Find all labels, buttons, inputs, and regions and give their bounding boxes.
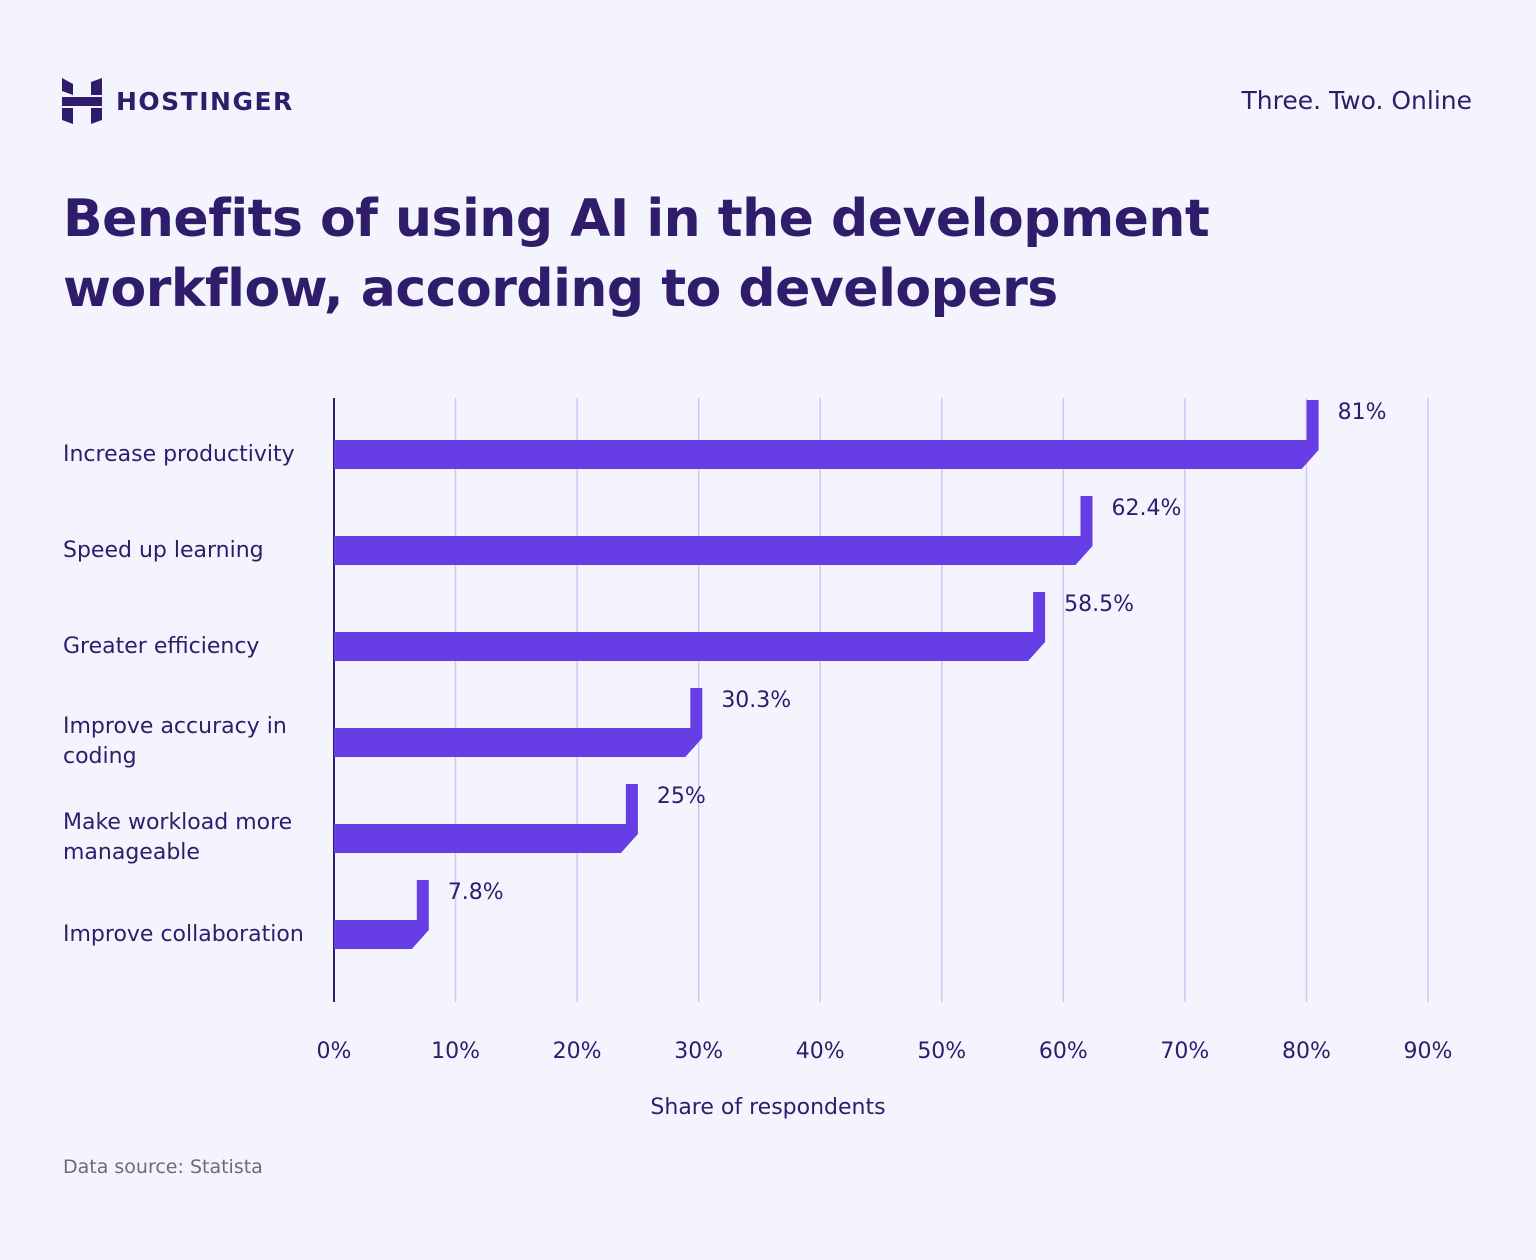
- x-tick-label: 30%: [674, 1039, 723, 1064]
- category-label: Speed up learning: [63, 538, 264, 563]
- data-label: 81%: [1338, 400, 1387, 425]
- category-label-line: Speed up learning: [63, 538, 264, 563]
- category-label: Greater efficiency: [63, 634, 259, 659]
- bar: [334, 880, 429, 949]
- x-tick-label: 0%: [317, 1039, 352, 1064]
- x-tick-label: 20%: [553, 1039, 602, 1064]
- category-label-line: Make workload more: [63, 810, 292, 835]
- category-label-line: Increase productivity: [63, 442, 295, 467]
- data-label: 7.8%: [448, 880, 504, 905]
- category-label: Improve accuracy in coding: [63, 714, 287, 769]
- x-tick-label: 40%: [796, 1039, 845, 1064]
- x-tick-label: 10%: [431, 1039, 480, 1064]
- brand-name: HOSTINGER: [116, 86, 294, 116]
- category-label: Make workload more manageable: [63, 810, 292, 865]
- bar: [334, 400, 1319, 469]
- x-tick-label: 90%: [1404, 1039, 1453, 1064]
- category-label: Increase productivity: [63, 442, 295, 467]
- hostinger-logo: HOSTINGER: [62, 78, 294, 124]
- category-label: Improve collaboration: [63, 922, 304, 947]
- data-label: 25%: [657, 784, 706, 809]
- category-label-line: Greater efficiency: [63, 634, 259, 659]
- data-label: 30.3%: [721, 688, 791, 713]
- hostinger-logo-icon: [62, 78, 102, 124]
- x-tick-label: 50%: [917, 1039, 966, 1064]
- category-label-line: manageable: [63, 840, 200, 865]
- data-label: 58.5%: [1064, 592, 1134, 617]
- bar: [334, 784, 638, 853]
- data-label: 62.4%: [1112, 496, 1182, 521]
- data-source: Data source: Statista: [63, 1156, 263, 1178]
- chart-title: Benefits of using AI in the development …: [63, 189, 1210, 319]
- bar: [334, 688, 703, 757]
- category-label-line: Improve collaboration: [63, 922, 304, 947]
- x-tick-label: 80%: [1282, 1039, 1331, 1064]
- x-tick-label: 60%: [1039, 1039, 1088, 1064]
- bar: [334, 496, 1093, 565]
- x-tick-label: 70%: [1160, 1039, 1209, 1064]
- tagline: Three. Two. Online: [1241, 86, 1472, 115]
- category-label-line: coding: [63, 744, 137, 769]
- x-axis-title: Share of respondents: [650, 1095, 885, 1120]
- category-label-line: Improve accuracy in: [63, 714, 287, 739]
- bar: [334, 592, 1046, 661]
